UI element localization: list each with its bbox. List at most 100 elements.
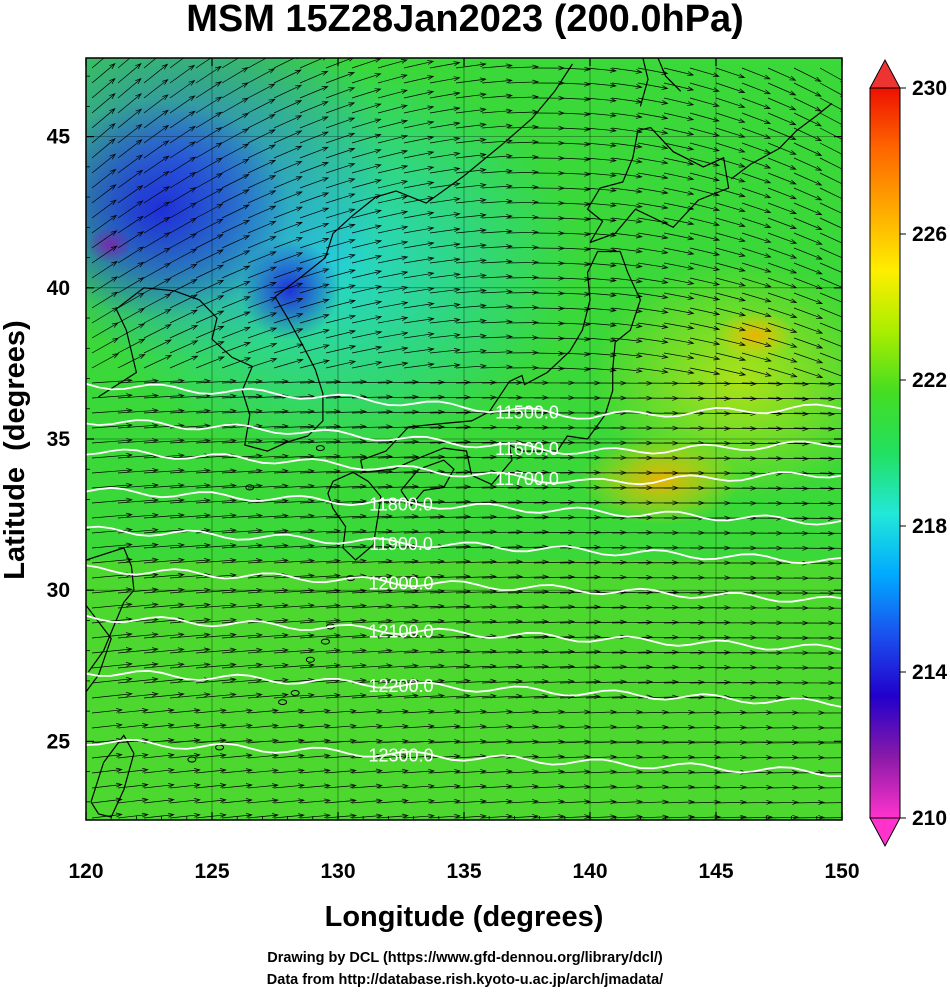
wind-arrow (91, 337, 119, 354)
wind-arrow (611, 724, 644, 730)
wind-arrow (689, 112, 720, 122)
wind-arrow (117, 662, 159, 669)
wind-arrow (377, 240, 409, 249)
wind-arrow (91, 78, 116, 99)
wind-arrow (559, 634, 602, 640)
wind-arrow (403, 165, 435, 174)
wind-arrow (611, 367, 643, 374)
wind-arrow (91, 378, 133, 384)
wind-arrow (117, 782, 149, 789)
wind-arrow (325, 768, 357, 774)
wind-arrow (377, 768, 409, 774)
wind-arrow (117, 557, 159, 564)
wind-arrow (143, 438, 185, 444)
wind-arrow (663, 381, 706, 386)
wind-arrow (273, 145, 303, 159)
wind-arrow (247, 588, 289, 594)
wind-arrow (403, 454, 446, 460)
wind-arrow (715, 694, 758, 700)
wind-arrow (221, 647, 263, 654)
wind-arrow (741, 352, 772, 362)
wind-arrow (91, 782, 123, 789)
wind-arrow (455, 439, 498, 445)
wind-arrow (195, 218, 224, 234)
wind-arrow (481, 544, 524, 550)
wind-arrow (143, 354, 173, 369)
y-axis-label: Latitude (degrees) (0, 320, 31, 579)
wind-arrow (117, 512, 159, 519)
wind-arrow (689, 784, 722, 790)
wind-arrow (143, 542, 185, 549)
wind-arrow (221, 738, 253, 744)
wind-arrow (663, 232, 695, 241)
wind-arrow (637, 634, 680, 640)
wind-arrow (429, 242, 461, 249)
wind-arrow (481, 559, 524, 565)
wind-arrow (455, 424, 498, 430)
wind-arrow (689, 172, 720, 182)
wind-arrow (195, 341, 225, 354)
wind-arrow (377, 439, 420, 445)
wind-arrow (91, 512, 133, 519)
wind-arrow (143, 468, 185, 474)
wind-arrow (195, 356, 225, 369)
wind-arrow (533, 649, 576, 655)
wind-arrow (117, 123, 143, 144)
wind-arrow (91, 452, 133, 459)
wind-arrow (663, 709, 696, 715)
wind-arrow (273, 603, 315, 609)
wind-arrow (429, 302, 461, 309)
wind-arrow (611, 157, 643, 164)
wind-arrow (195, 513, 237, 519)
wind-arrow (91, 752, 123, 759)
wind-arrow (507, 574, 550, 580)
wind-arrow (117, 154, 143, 174)
wind-arrow (247, 798, 279, 804)
wind-arrow (741, 725, 774, 730)
wind-arrow (195, 203, 224, 219)
wind-arrow (377, 394, 420, 400)
wind-arrow (299, 162, 330, 174)
wind-arrow (429, 76, 461, 84)
contour-label: 11900.0 (369, 534, 433, 554)
wind-arrow (767, 456, 810, 462)
wind-arrow (143, 262, 172, 279)
wind-arrow (793, 471, 836, 477)
wind-arrow (221, 602, 263, 609)
island (187, 756, 197, 763)
wind-arrow (611, 664, 654, 670)
wind-arrow (195, 65, 222, 84)
wind-arrow (403, 241, 435, 249)
wind-arrow (767, 292, 798, 304)
wind-arrow (637, 590, 680, 595)
wind-arrow (767, 770, 800, 775)
wind-arrow (585, 262, 617, 268)
wind-arrow (143, 632, 185, 639)
wind-arrow (351, 345, 383, 354)
wind-arrow (91, 245, 118, 264)
wind-arrow (793, 172, 823, 186)
wind-arrow (793, 426, 836, 432)
wind-arrow (741, 67, 771, 80)
coastlines (86, 58, 833, 818)
warm-core-2 (715, 310, 795, 360)
wind-arrow (403, 135, 435, 144)
wind-arrow (585, 664, 628, 670)
wind-arrow (299, 58, 326, 69)
wind-arrow (767, 232, 798, 244)
wind-arrow (195, 798, 227, 804)
wind-arrow (247, 236, 277, 249)
wind-arrow (351, 708, 383, 714)
wind-arrow (403, 256, 435, 264)
wind-arrow (819, 352, 842, 364)
wind-arrow (325, 87, 356, 99)
wind-arrow (559, 559, 602, 565)
wind-arrow (481, 499, 524, 505)
wind-arrow (91, 423, 133, 429)
wind-arrow (819, 292, 842, 305)
wind-arrow (221, 753, 253, 759)
wind-arrow (117, 353, 146, 369)
wind-arrow (455, 182, 487, 189)
wind-arrow (169, 95, 196, 114)
wind-arrow (247, 783, 279, 789)
